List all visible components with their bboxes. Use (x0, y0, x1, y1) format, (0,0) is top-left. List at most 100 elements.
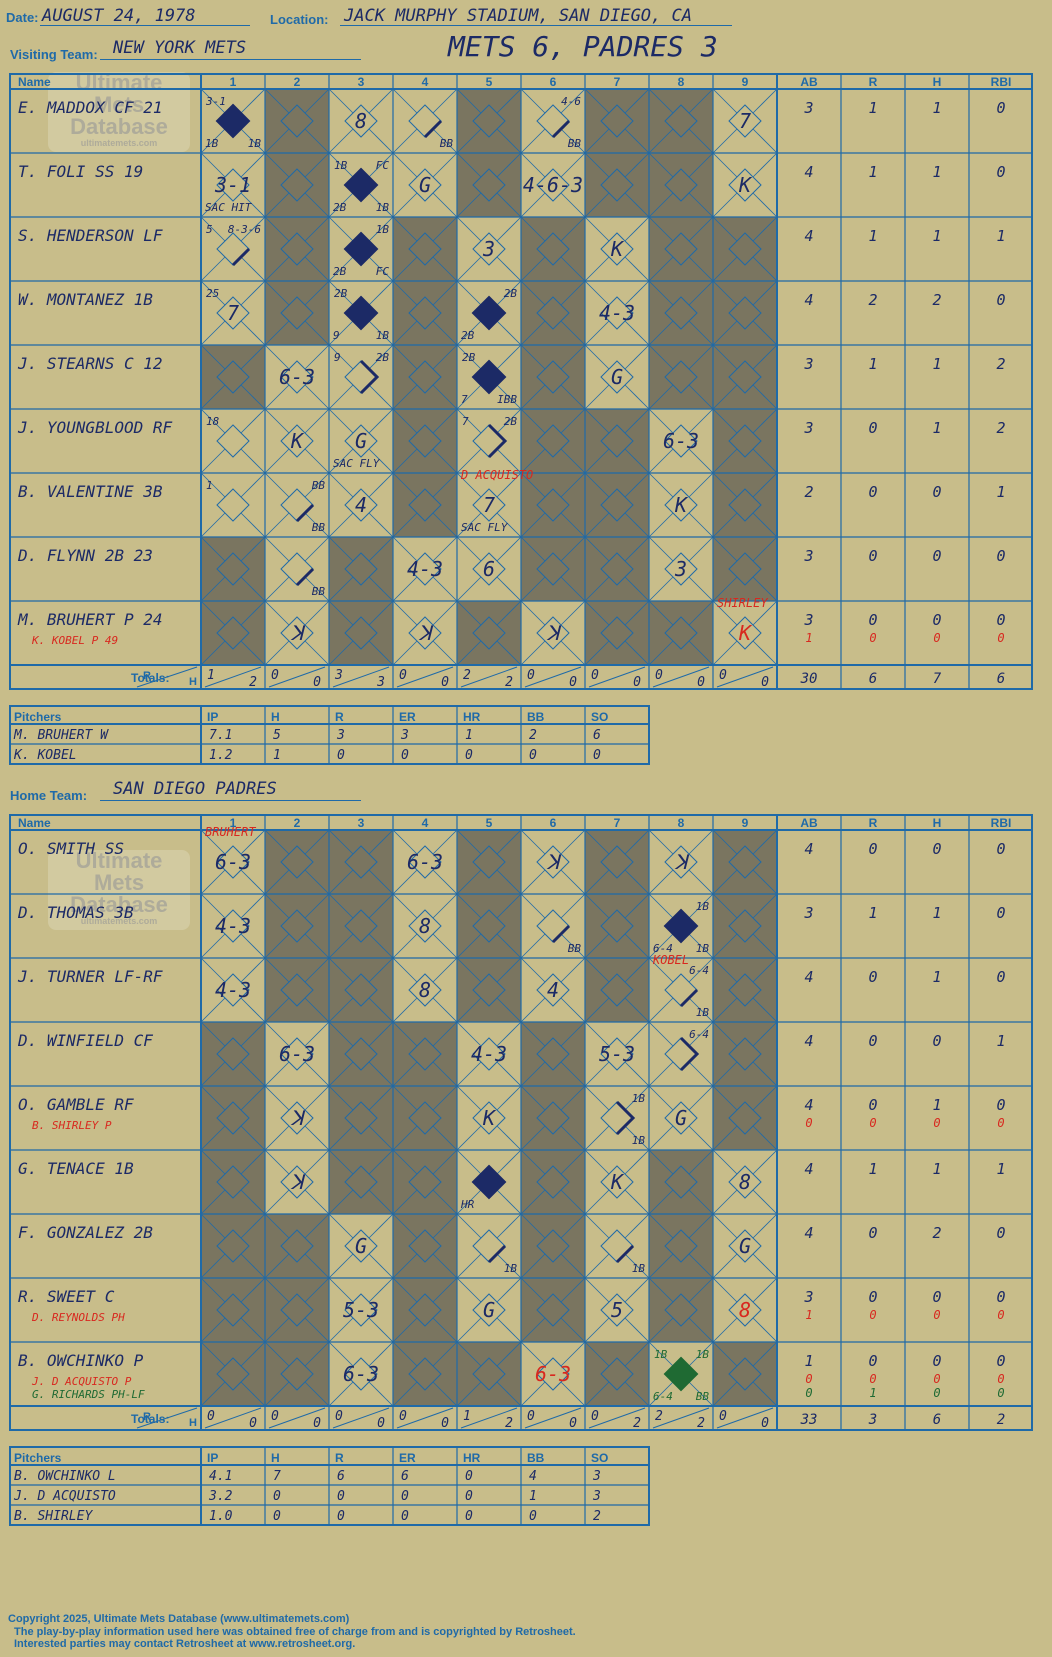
cell-diagonal (368, 280, 394, 306)
cell-diagonal (432, 344, 458, 370)
cell-diagonal (712, 1381, 738, 1407)
play-note: 8-3-6 (228, 223, 261, 236)
totals-diagonal (524, 1407, 582, 1429)
play-note: BB (312, 521, 326, 534)
player-stat: 0 (868, 1224, 877, 1242)
base-diamond (472, 488, 506, 522)
play-result: 3 (482, 237, 495, 261)
base-diamond (408, 1229, 442, 1263)
cell-diagonal (688, 512, 714, 538)
cell-diagonal (648, 192, 674, 218)
inning-runs-total: 0 (527, 1409, 535, 1424)
cell-diagonal (264, 869, 290, 895)
player-stat: 0 (996, 99, 1005, 117)
cell-diagonal (648, 448, 674, 474)
base-diamond (600, 1357, 634, 1391)
cell-diagonal (304, 512, 330, 538)
play-result: 8 (419, 914, 431, 938)
cell-diagonal (392, 384, 418, 410)
cell-diagonal (712, 280, 738, 306)
cell-diagonal (328, 576, 354, 602)
cell-diagonal (456, 957, 482, 983)
inning-hits-total: 2 (249, 675, 257, 690)
play-note: 2B (334, 287, 348, 300)
cell-diagonal (328, 344, 354, 370)
inning-header: 6 (550, 75, 557, 89)
base-diamond (472, 909, 506, 943)
inning-runs-total: 0 (335, 1409, 343, 1424)
base-diamond (216, 1101, 250, 1135)
cell-diagonal (688, 192, 714, 218)
cell-diagonal (496, 957, 522, 983)
pitcher-stat: 4.1 (209, 1469, 232, 1484)
cell-diagonal (752, 408, 778, 434)
cell-diagonal (520, 344, 546, 370)
totals-diagonal (136, 1407, 198, 1429)
base-diamond (600, 232, 634, 266)
cell-diagonal (712, 640, 738, 666)
inning-runs-total: 0 (399, 1409, 407, 1424)
inning-hits-total: 2 (697, 1416, 705, 1431)
cell-diagonal (584, 344, 610, 370)
play-result: 8 (355, 109, 367, 133)
inning-runs-total: 0 (207, 1409, 215, 1424)
play-result: K (674, 493, 689, 517)
player-stat: 0 (932, 483, 941, 501)
base-diamond (408, 488, 442, 522)
pitcher-stat: 5 (273, 728, 281, 743)
cell-diagonal (392, 933, 418, 959)
cell-diagonal (304, 1189, 330, 1215)
cell-diagonal (560, 576, 586, 602)
cell-diagonal (328, 1149, 354, 1175)
cell-diagonal (560, 152, 586, 178)
cell-diagonal (304, 1149, 330, 1175)
cell-diagonal (496, 1061, 522, 1087)
inning-runs-total: 3 (334, 668, 343, 683)
base-diamond (216, 552, 250, 586)
base-diamond (216, 973, 250, 1007)
cell-diagonal (456, 88, 482, 114)
cell-diagonal (368, 829, 394, 855)
inning-hits-total: 0 (441, 1416, 449, 1431)
player-stat: 0 (868, 1288, 877, 1306)
inning-header: 5 (486, 75, 493, 89)
basepath-line (295, 503, 315, 523)
cell-diagonal (688, 1213, 714, 1239)
player-stat: 2 (804, 483, 813, 501)
player-stat: 3 (803, 99, 813, 117)
cell-diagonal (328, 512, 354, 538)
player-stat: 1 (932, 1160, 941, 1178)
cell-diagonal (456, 1189, 482, 1215)
cell-diagonal (520, 893, 546, 919)
cell-diagonal (496, 1085, 522, 1111)
run-scored-diamond (471, 295, 507, 331)
player-stat: 0 (996, 163, 1005, 181)
cell-diagonal (328, 192, 354, 218)
cell-diagonal (328, 384, 354, 410)
cell-diagonal (496, 408, 522, 434)
base-diamond (344, 1037, 378, 1071)
home-team-name: SAN DIEGO PADRES (113, 779, 277, 799)
play-result: G (483, 1298, 495, 1322)
cell-diagonal (520, 829, 546, 855)
run-scored-diamond (343, 295, 379, 331)
base-diamond (216, 1229, 250, 1263)
cell-diagonal (432, 320, 458, 346)
player-stat: 1 (868, 904, 877, 922)
cell-diagonal (712, 512, 738, 538)
play-note: 1B (334, 159, 348, 172)
base-diamond (728, 616, 762, 650)
cell-diagonal (456, 1341, 482, 1367)
play-note: 1B (376, 223, 390, 236)
cell-diagonal (712, 933, 738, 959)
cell-diagonal (304, 448, 330, 474)
cell-diagonal (712, 472, 738, 498)
cell-diagonal (648, 88, 674, 114)
play-result: G (355, 1234, 367, 1258)
play-note: 5 (206, 223, 213, 236)
cell-diagonal (264, 1253, 290, 1279)
cell-diagonal (456, 472, 482, 498)
cell-diagonal (752, 869, 778, 895)
cell-diagonal (560, 1085, 586, 1111)
cell-diagonal (560, 1189, 586, 1215)
